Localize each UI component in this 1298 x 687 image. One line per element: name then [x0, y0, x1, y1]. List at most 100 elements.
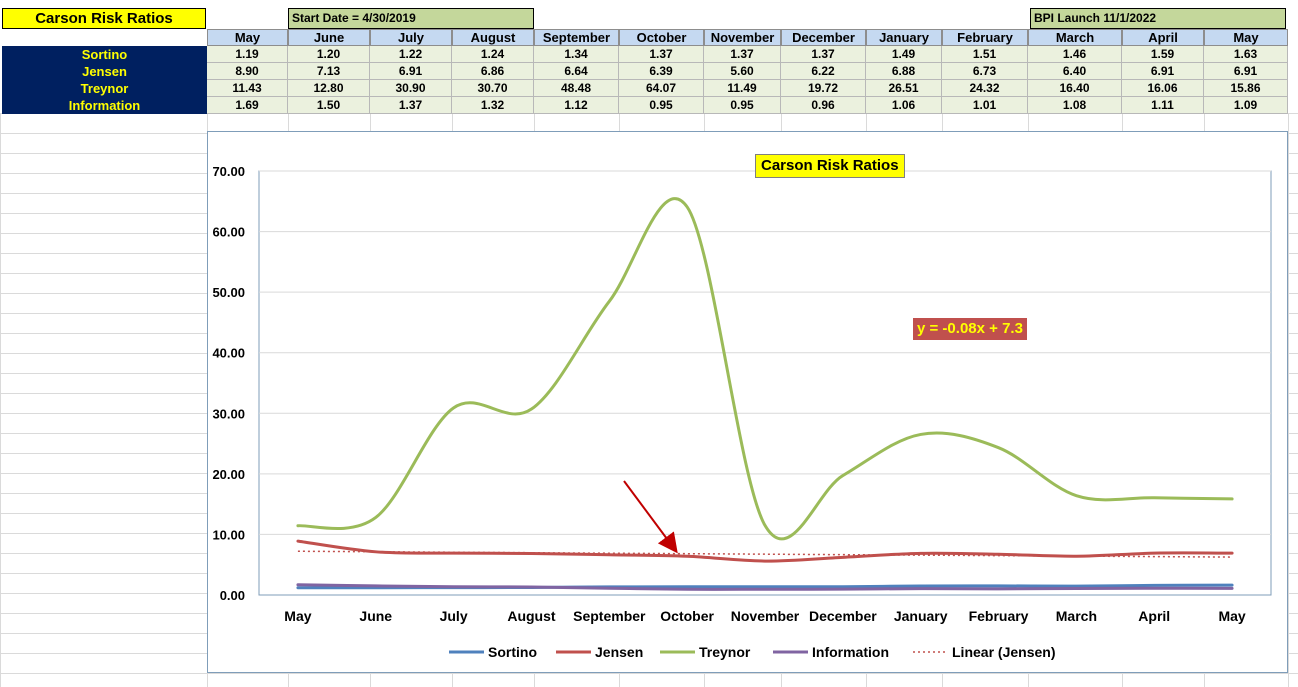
y-tick-label: 10.00: [212, 527, 245, 542]
table-cell[interactable]: 1.37: [619, 46, 704, 63]
y-tick-label: 70.00: [212, 164, 245, 179]
table-cell[interactable]: 11.49: [704, 80, 781, 97]
table-cell[interactable]: 30.90: [370, 80, 452, 97]
month-header[interactable]: April: [1122, 29, 1204, 46]
table-cell[interactable]: 1.32: [452, 97, 534, 114]
table-cell[interactable]: 6.73: [942, 63, 1028, 80]
table-cell[interactable]: 6.91: [1122, 63, 1204, 80]
chart-area[interactable]: 0.00 10.00 20.00 30.00 40.00 50.00 60.00 70.00 M…: [207, 131, 1288, 673]
x-tick-label: April: [1138, 608, 1170, 624]
legend-label: Sortino: [488, 644, 537, 660]
table-cell[interactable]: 6.64: [534, 63, 619, 80]
table-cell[interactable]: 6.86: [452, 63, 534, 80]
plot-area: [258, 170, 1272, 596]
table-cell[interactable]: 24.32: [942, 80, 1028, 97]
x-tick-label: August: [507, 608, 556, 624]
table-cell[interactable]: 1.51: [942, 46, 1028, 63]
month-header[interactable]: February: [942, 29, 1028, 46]
table-cell[interactable]: 1.08: [1028, 97, 1122, 114]
table-cell[interactable]: 6.39: [619, 63, 704, 80]
table-cell[interactable]: 1.22: [370, 46, 452, 63]
table-cell[interactable]: 26.51: [866, 80, 942, 97]
x-tick-label: May: [284, 608, 311, 624]
start-date-cell[interactable]: Start Date = 4/30/2019: [288, 8, 534, 29]
x-tick-label: November: [731, 608, 800, 624]
month-header[interactable]: January: [866, 29, 942, 46]
table-cell[interactable]: 64.07: [619, 80, 704, 97]
table-title-cell[interactable]: Carson Risk Ratios: [2, 8, 206, 29]
table-cell[interactable]: 1.49: [866, 46, 942, 63]
month-header[interactable]: July: [370, 29, 452, 46]
x-tick-label: March: [1056, 608, 1097, 624]
table-cell[interactable]: 6.91: [370, 63, 452, 80]
table-cell[interactable]: 1.63: [1204, 46, 1288, 63]
row-label-sortino[interactable]: Sortino: [2, 46, 207, 63]
table-cell[interactable]: 0.95: [704, 97, 781, 114]
x-tick-label: September: [573, 608, 646, 624]
table-cell[interactable]: 1.34: [534, 46, 619, 63]
x-tick-label: December: [809, 608, 877, 624]
month-header[interactable]: June: [288, 29, 370, 46]
row-label-information[interactable]: Information: [2, 97, 207, 114]
table-cell[interactable]: 1.09: [1204, 97, 1288, 114]
table-cell[interactable]: 1.59: [1122, 46, 1204, 63]
table-cell[interactable]: 1.12: [534, 97, 619, 114]
table-cell[interactable]: 16.06: [1122, 80, 1204, 97]
month-header[interactable]: December: [781, 29, 866, 46]
table-cell[interactable]: 6.88: [866, 63, 942, 80]
month-header[interactable]: March: [1028, 29, 1122, 46]
table-cell[interactable]: 1.50: [288, 97, 370, 114]
table-cell[interactable]: 1.37: [704, 46, 781, 63]
chart-title: Carson Risk Ratios: [755, 154, 905, 178]
table-cell[interactable]: 7.13: [288, 63, 370, 80]
table-cell[interactable]: 6.91: [1204, 63, 1288, 80]
table-cell[interactable]: 19.72: [781, 80, 866, 97]
table-cell[interactable]: 1.20: [288, 46, 370, 63]
table-cell[interactable]: 0.96: [781, 97, 866, 114]
bpi-launch-cell[interactable]: BPI Launch 11/1/2022: [1030, 8, 1286, 29]
row-label-jensen[interactable]: Jensen: [2, 63, 207, 80]
month-header[interactable]: August: [452, 29, 534, 46]
table-cell[interactable]: 1.69: [207, 97, 288, 114]
table-cell[interactable]: 1.01: [942, 97, 1028, 114]
table-cell[interactable]: 6.40: [1028, 63, 1122, 80]
x-tick-label: July: [440, 608, 468, 624]
table-cell[interactable]: 8.90: [207, 63, 288, 80]
month-header[interactable]: May: [1204, 29, 1288, 46]
table-cell[interactable]: 1.24: [452, 46, 534, 63]
month-header[interactable]: May: [207, 29, 288, 46]
trendline-equation: y = -0.08x + 7.3: [913, 318, 1027, 340]
table-cell[interactable]: 5.60: [704, 63, 781, 80]
x-tick-label: October: [660, 608, 714, 624]
y-tick-label: 30.00: [212, 406, 245, 421]
x-tick-label: January: [894, 608, 948, 624]
annotation-arrow: [623, 480, 678, 554]
series-line-information: [296, 583, 1234, 591]
y-tick-label: 60.00: [212, 225, 245, 240]
table-cell[interactable]: 16.40: [1028, 80, 1122, 97]
table-cell[interactable]: 6.22: [781, 63, 866, 80]
table-cell[interactable]: 1.19: [207, 46, 288, 63]
series-line-jensen: [296, 539, 1234, 563]
table-cell[interactable]: 11.43: [207, 80, 288, 97]
legend-label: Jensen: [595, 644, 643, 660]
table-cell[interactable]: 1.46: [1028, 46, 1122, 63]
month-header[interactable]: October: [619, 29, 704, 46]
table-cell[interactable]: 1.06: [866, 97, 942, 114]
series-line-treynor: [296, 197, 1234, 541]
table-cell[interactable]: 1.37: [370, 97, 452, 114]
table-cell[interactable]: 1.37: [781, 46, 866, 63]
month-header[interactable]: September: [534, 29, 619, 46]
legend-label: Treynor: [699, 644, 751, 660]
table-cell[interactable]: 1.11: [1122, 97, 1204, 114]
trendline-jensen: [297, 550, 1233, 558]
table-cell[interactable]: 48.48: [534, 80, 619, 97]
table-cell[interactable]: 12.80: [288, 80, 370, 97]
row-label-treynor[interactable]: Treynor: [2, 80, 207, 97]
table-cell[interactable]: 0.95: [619, 97, 704, 114]
table-cell[interactable]: 15.86: [1204, 80, 1288, 97]
table-cell[interactable]: 30.70: [452, 80, 534, 97]
month-header[interactable]: November: [704, 29, 781, 46]
legend-label: Information: [812, 644, 889, 660]
